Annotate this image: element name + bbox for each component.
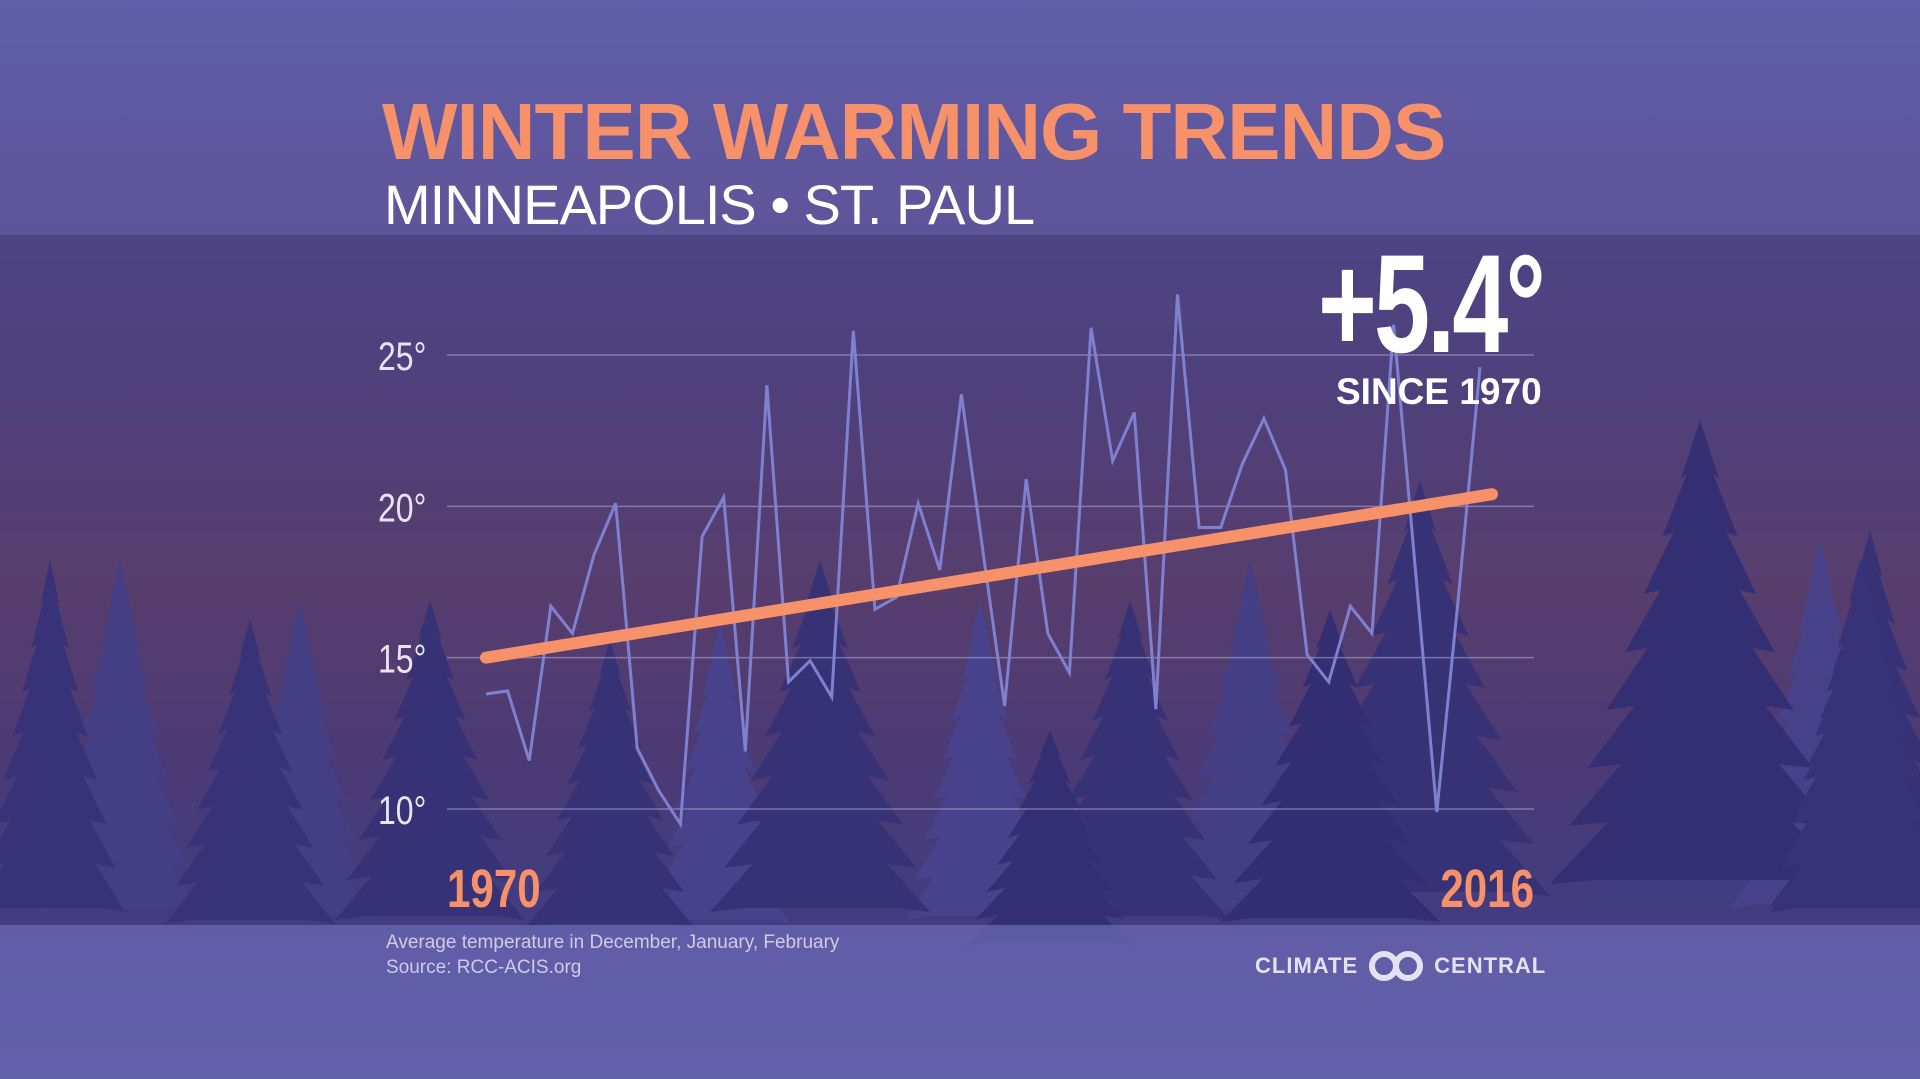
x-tick-label-start: 1970: [447, 859, 541, 919]
logo-rings-icon: [1369, 951, 1424, 981]
snow-ground: [0, 925, 1920, 1079]
footer-source: Source: RCC-ACIS.org: [386, 957, 582, 978]
tree-silhouette: [710, 560, 930, 912]
page-subtitle: MINNEAPOLIS • ST. PAUL: [384, 173, 1035, 236]
tree-silhouette: [1550, 420, 1850, 884]
temperature-series-line: [485, 294, 1482, 829]
warming-value: +5.4°: [1318, 225, 1546, 382]
tree-silhouette: [1220, 610, 1440, 922]
logo-right-text: CENTRAL: [1434, 953, 1547, 978]
tree-silhouette: [165, 620, 335, 924]
x-tick-label-end: 2016: [1440, 859, 1534, 919]
trend-line: [480, 488, 1498, 664]
y-tick-label: 25°: [378, 334, 426, 379]
tree-silhouette: [965, 730, 1135, 946]
tree-silhouette: [0, 560, 125, 912]
page-title: WINTER WARMING TRENDS: [382, 87, 1446, 176]
logo-left-text: CLIMATE: [1255, 953, 1359, 978]
warming-since-label: SINCE 1970: [1336, 371, 1542, 412]
y-tick-label: 20°: [378, 485, 426, 530]
y-tick-label: 10°: [378, 788, 426, 833]
climate-central-logo: CLIMATE CENTRAL: [1255, 950, 1546, 982]
y-tick-label: 15°: [378, 636, 426, 681]
tree-silhouette: [1770, 560, 1920, 912]
tree-silhouette: [525, 640, 695, 928]
footer-note: Average temperature in December, January…: [386, 932, 840, 953]
tree-silhouette: [335, 600, 525, 920]
